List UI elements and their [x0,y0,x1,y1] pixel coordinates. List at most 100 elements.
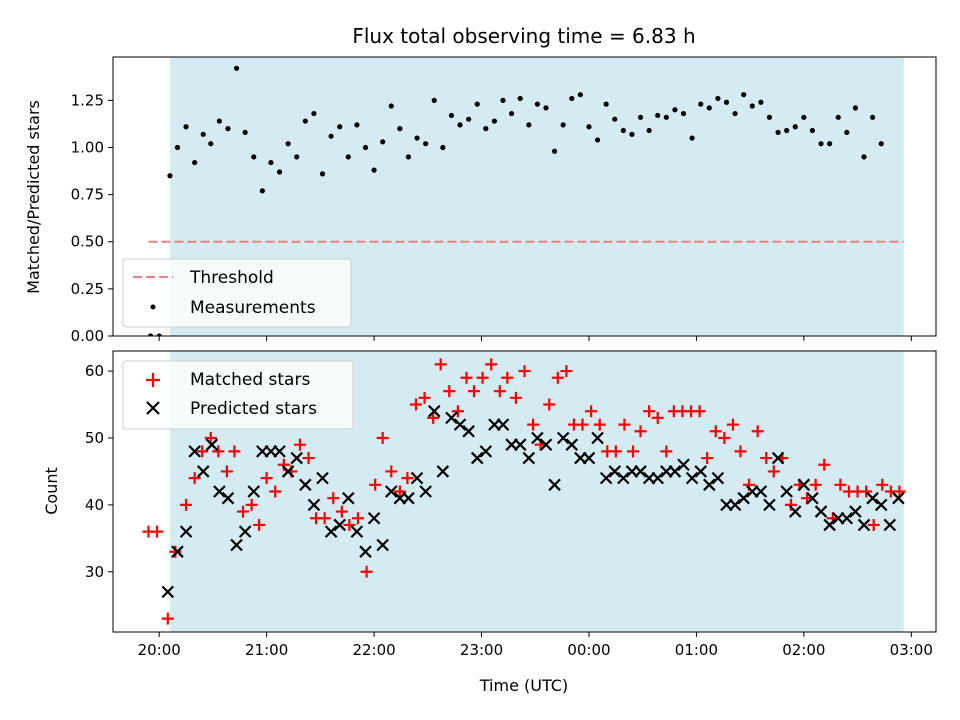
matched-stars-point [376,431,389,444]
matched-stars-point [460,371,473,384]
predicted-stars-point [814,505,828,518]
matched-stars-point [718,431,731,444]
matched-stars-point [169,545,182,558]
predicted-stars-point [840,511,854,525]
matched-stars-point [867,518,880,531]
matched-stars-point [418,391,431,404]
measurement-point [414,135,420,141]
matched-stars-point [627,445,640,458]
matched-stars-point [527,418,540,431]
measurement-point [784,127,790,134]
measurement-point [655,112,661,119]
measurement-point [569,95,575,102]
measurement-point [431,97,437,103]
measurement-point [835,114,841,120]
matched-stars-point [551,371,564,384]
measurement-point [594,137,601,143]
measurement-point [311,110,317,117]
matched-stars-point [576,418,589,431]
y-tick-label: 40 [85,496,104,514]
predicted-stars-point [857,518,871,532]
measurement-point [423,141,429,147]
predicted-stars-point [171,545,184,558]
measurement-point [775,129,781,136]
predicted-stars-point [299,478,312,492]
matched-stars-point [751,425,764,438]
matched-stars-point [767,465,780,478]
predicted-stars-point [333,518,346,532]
measurement-point [698,101,704,107]
count-legend: Matched stars Predicted stars [122,360,354,430]
measurement-point [878,141,884,147]
measurement-point [345,154,351,160]
predicted-stars-point [539,438,553,451]
matched-stars-point [701,452,714,465]
measurement-point [612,116,618,122]
matched-stars-point [220,465,233,478]
predicted-stars-point [634,465,647,478]
matched-stars-point [302,452,315,465]
measurement-point [276,169,283,175]
measurement-point [233,65,240,71]
predicted-stars-point [849,505,862,518]
ratio-panel: 0.00 0.25 0.50 0.75 1.00 1.25 Matched/Predict… [24,56,937,345]
matched-stars-point [393,485,406,498]
matched-stars-point [385,465,398,478]
y-tick-label: 1.00 [71,138,104,156]
predicted-stars-point [350,525,364,538]
predicted-stars-point [316,471,329,485]
measurement-point [225,126,231,132]
matched-stars-point [784,498,797,511]
predicted-stars-point [445,411,458,425]
x-tick-label: 01:00 [675,641,718,659]
predicted-stars-point [513,438,527,451]
measurement-point [852,105,859,111]
predicted-stars-point [874,498,888,512]
predicted-stars-point [737,491,750,505]
measurement-point [294,154,300,160]
measurement-point [560,122,566,128]
measurement-point [629,131,635,137]
matched-stars-point [409,398,422,411]
measurement-point [354,122,360,128]
predicted-stars-point [196,465,210,478]
measurement-point [741,92,747,98]
chart-title: Flux total observing time = 6.83 h [352,24,695,48]
predicted-stars-point [883,518,897,532]
y-tick-label: 0.00 [71,327,104,345]
predicted-stars-point [307,498,321,512]
predicted-stars-point [728,498,742,512]
predicted-stars-point [599,471,613,485]
measurement-point [827,141,833,147]
x-tick-label: 00:00 [567,641,610,659]
predicted-stars-point [324,525,338,538]
matched-stars-point [468,385,481,398]
measurement-point [405,154,412,160]
count-legend-box [122,360,354,430]
predicted-stars-point [419,485,432,498]
predicted-stars-point [806,491,819,505]
count-panel-ylabel: Count [42,467,61,515]
matched-stars-point [593,418,606,431]
predicted-stars-point [694,465,707,478]
matched-stars-point [277,458,290,471]
predicted-stars-point [556,431,570,445]
predicted-stars-point [247,485,261,498]
measurement-point [500,97,506,103]
predicted-stars-point [608,465,622,478]
matched-stars-point [543,398,556,411]
measurement-point [337,124,343,130]
ratio-panel-ylabel: Matched/Predicted stars [24,100,43,294]
measurement-point [818,141,824,147]
matched-stars-point [401,472,414,485]
matched-stars-point [343,518,356,531]
measurement-point [534,101,540,107]
matched-stars-point [585,405,598,418]
predicted-stars-point [754,485,768,498]
measurement-point [200,131,206,137]
predicted-stars-point [797,478,811,492]
matched-stars-point [196,445,209,458]
measurement-point [388,103,394,109]
matched-stars-point [327,492,340,505]
matched-stars-point [809,478,822,491]
